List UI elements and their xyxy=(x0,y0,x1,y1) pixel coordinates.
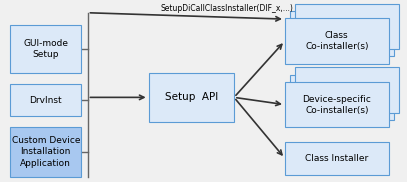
FancyBboxPatch shape xyxy=(290,75,394,120)
Text: SetupDiCallClassInstaller(DIF_x,...): SetupDiCallClassInstaller(DIF_x,...) xyxy=(161,4,293,13)
Text: Setup  API: Setup API xyxy=(165,92,218,102)
Text: Device-specific
Co-installer(s): Device-specific Co-installer(s) xyxy=(302,95,371,115)
Text: DrvInst: DrvInst xyxy=(29,96,62,105)
FancyBboxPatch shape xyxy=(290,11,394,56)
Text: Class
Co-installer(s): Class Co-installer(s) xyxy=(305,31,369,51)
FancyBboxPatch shape xyxy=(10,127,81,177)
FancyBboxPatch shape xyxy=(10,84,81,116)
FancyBboxPatch shape xyxy=(295,4,399,49)
Text: Custom Device
Installation
Application: Custom Device Installation Application xyxy=(11,136,80,168)
FancyBboxPatch shape xyxy=(149,73,234,122)
FancyBboxPatch shape xyxy=(285,18,389,64)
FancyBboxPatch shape xyxy=(285,142,389,175)
Text: Class Installer: Class Installer xyxy=(305,154,368,163)
Text: GUI-mode
Setup: GUI-mode Setup xyxy=(23,39,68,59)
FancyBboxPatch shape xyxy=(295,67,399,113)
FancyBboxPatch shape xyxy=(285,82,389,127)
FancyBboxPatch shape xyxy=(10,25,81,73)
